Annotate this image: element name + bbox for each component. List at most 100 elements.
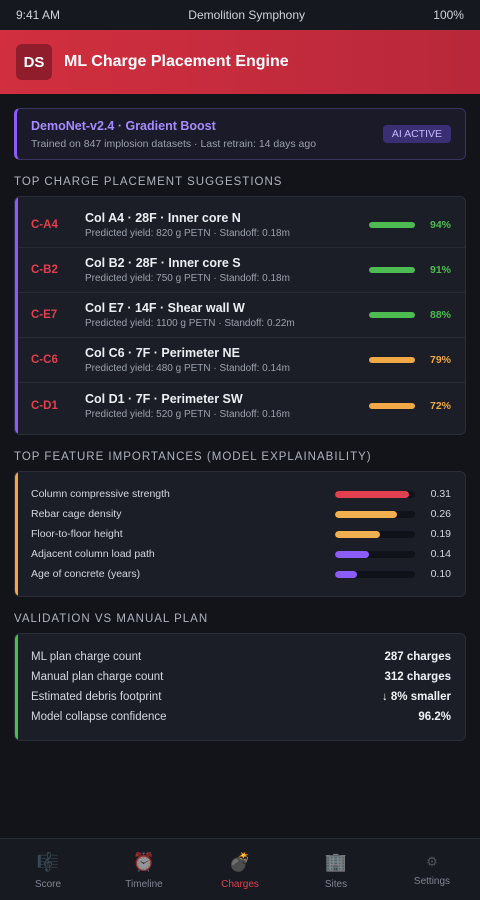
nav-label: Settings: [413, 875, 451, 887]
feature-row: Adjacent column load path 0.14: [15, 544, 465, 564]
confidence-value: 88%: [429, 309, 451, 321]
validation-value: ↓ 8% smaller: [381, 691, 451, 703]
validation-label: ML plan charge count: [31, 651, 142, 663]
feature-row: Floor-to-floor height 0.19: [15, 524, 465, 544]
status-bar: 9:41 AM Demolition Symphony 100%: [0, 0, 480, 30]
validation-label: Manual plan charge count: [31, 671, 164, 683]
suggestion-text: Col A4 · 28F · Inner core N Predicted yie…: [85, 211, 369, 239]
confidence-bar: [369, 357, 415, 363]
importance-bar-track: [335, 490, 415, 498]
status-app-name: Demolition Symphony: [188, 8, 306, 22]
feature-label: Age of concrete (years): [31, 568, 141, 580]
validation-value: 287 charges: [384, 651, 452, 663]
confidence-value: 94%: [429, 219, 451, 231]
suggestion-detail: Predicted yield: 1100 g PETN · Standoff:…: [85, 318, 295, 329]
nav-settings[interactable]: ⚙ Settings: [384, 839, 480, 900]
validation-card: ML plan charge count 287 charges Manual pl…: [14, 633, 466, 741]
charge-id: C-A4: [31, 219, 58, 231]
importance-value: 0.14: [430, 548, 451, 560]
confidence-bar: [369, 267, 415, 273]
importance-bar-fill: [335, 530, 380, 538]
charges-icon: 💣: [228, 851, 252, 872]
app-header: DS ML Charge Placement Engine: [0, 30, 480, 94]
confidence-value: 72%: [429, 399, 451, 412]
confidence-bar: [369, 312, 415, 318]
importance-bar-track: [335, 550, 415, 558]
nav-label: Score: [34, 878, 62, 890]
validation-row: ML plan charge count 287 charges: [15, 647, 465, 667]
model-info-card: DemoNet-v2.4 · Gradient Boost Trained on…: [14, 108, 466, 160]
importance-bar-fill: [335, 510, 397, 518]
nav-sites[interactable]: 🏢 Sites: [288, 839, 384, 900]
section-title-validation: VALIDATION VS MANUAL PLAN: [14, 613, 209, 625]
suggestions-card: C-A4 Col A4 · 28F · Inner core N Predicted…: [14, 196, 466, 435]
feature-label: Floor-to-floor height: [31, 528, 123, 540]
feature-row: Rebar cage density 0.26: [15, 504, 465, 524]
nav-charges[interactable]: 💣 Charges: [192, 839, 288, 900]
nav-label: Charges: [221, 878, 259, 890]
charge-id: C-C6: [31, 354, 58, 366]
card-accent: [15, 197, 18, 434]
nav-timeline[interactable]: ⏰ Timeline: [96, 839, 192, 900]
charge-id: C-E7: [31, 309, 58, 321]
section-title-features: TOP FEATURE IMPORTANCES (MODEL EXPLAINAB…: [14, 451, 372, 463]
section-title-suggestions: TOP CHARGE PLACEMENT SUGGESTIONS: [14, 176, 283, 188]
settings-icon: ⚙: [426, 853, 438, 869]
validation-row: Model collapse confidence 96.2%: [15, 707, 465, 727]
suggestion-title: Col A4 · 28F · Inner core N: [85, 211, 241, 225]
importance-bar-track: [335, 510, 415, 518]
suggestion-title: Col E7 · 14F · Shear wall W: [85, 301, 245, 315]
validation-value: 312 charges: [384, 671, 452, 683]
suggestion-text: Col B2 · 28F · Inner core S Predicted yie…: [85, 256, 369, 284]
validation-label: Model collapse confidence: [31, 711, 167, 723]
suggestion-detail: Predicted yield: 750 g PETN · Standoff: …: [85, 273, 290, 284]
page-title: ML Charge Placement Engine: [64, 53, 289, 70]
importance-bar-fill: [335, 550, 369, 558]
charge-id: C-D1: [31, 399, 58, 412]
suggestion-text: Col E7 · 14F · Shear wall W Predicted yie…: [85, 301, 369, 329]
status-battery: 100%: [433, 8, 464, 22]
suggestion-detail: Predicted yield: 480 g PETN · Standoff: …: [85, 363, 290, 374]
importance-bar-fill: [335, 490, 410, 498]
model-name: DemoNet-v2.4 · Gradient Boost: [31, 119, 216, 133]
nav-score[interactable]: 🎼 Score: [0, 839, 96, 900]
card-accent: [15, 634, 18, 740]
nav-label: Sites: [324, 878, 348, 890]
sites-icon: 🏢: [324, 851, 348, 872]
feature-label: Adjacent column load path: [31, 548, 155, 560]
ai-status-badge: AI ACTIVE: [382, 125, 451, 143]
timeline-icon: ⏰: [132, 851, 156, 872]
validation-row: Estimated debris footprint ↓ 8% smaller: [15, 687, 465, 707]
suggestion-row[interactable]: C-C6 Col C6 · 7F · Perimeter NE Predicted …: [15, 338, 465, 383]
suggestion-row[interactable]: C-D1 Col D1 · 7F · Perimeter SW Predicted …: [15, 383, 465, 428]
importance-value: 0.31: [430, 488, 451, 500]
suggestion-row[interactable]: C-B2 Col B2 · 28F · Inner core S Predicted…: [15, 248, 465, 293]
suggestion-title: Col C6 · 7F · Perimeter NE: [85, 346, 240, 360]
suggestion-text: Col C6 · 7F · Perimeter NE Predicted yiel…: [85, 346, 369, 374]
confidence-value: 79%: [429, 354, 451, 366]
card-accent: [15, 472, 18, 596]
suggestion-detail: Predicted yield: 820 g PETN · Standoff: …: [85, 228, 290, 239]
suggestion-title: Col D1 · 7F · Perimeter SW: [85, 391, 243, 406]
feature-importance-card: Column compressive strength 0.31 Rebar cag…: [14, 471, 466, 597]
confidence-value: 91%: [429, 264, 451, 276]
bottom-nav: 🎼 Score ⏰ Timeline 💣 Charges 🏢 Sites ⚙ Settings: [0, 838, 480, 900]
importance-value: 0.19: [430, 528, 451, 540]
model-subtitle: Trained on 847 implosion datasets · Last…: [31, 138, 317, 150]
suggestion-text: Col D1 · 7F · Perimeter SW Predicted yiel…: [85, 392, 369, 420]
importance-value: 0.10: [430, 568, 451, 580]
suggestion-row[interactable]: C-A4 Col A4 · 28F · Inner core N Predicted…: [15, 203, 465, 248]
validation-row: Manual plan charge count 312 charges: [15, 667, 465, 687]
status-time: 9:41 AM: [16, 8, 61, 22]
feature-label: Column compressive strength: [31, 488, 170, 500]
score-icon: 🎼: [36, 851, 60, 872]
suggestion-row[interactable]: C-E7 Col E7 · 14F · Shear wall W Predicted…: [15, 293, 465, 338]
feature-label: Rebar cage density: [31, 508, 122, 520]
validation-value: 96.2%: [418, 711, 451, 723]
nav-label: Timeline: [125, 878, 163, 890]
confidence-bar: [369, 222, 415, 228]
importance-bar-track: [335, 530, 415, 538]
importance-value: 0.26: [430, 508, 451, 520]
suggestion-title: Col B2 · 28F · Inner core S: [85, 256, 241, 270]
validation-label: Estimated debris footprint: [31, 691, 162, 703]
